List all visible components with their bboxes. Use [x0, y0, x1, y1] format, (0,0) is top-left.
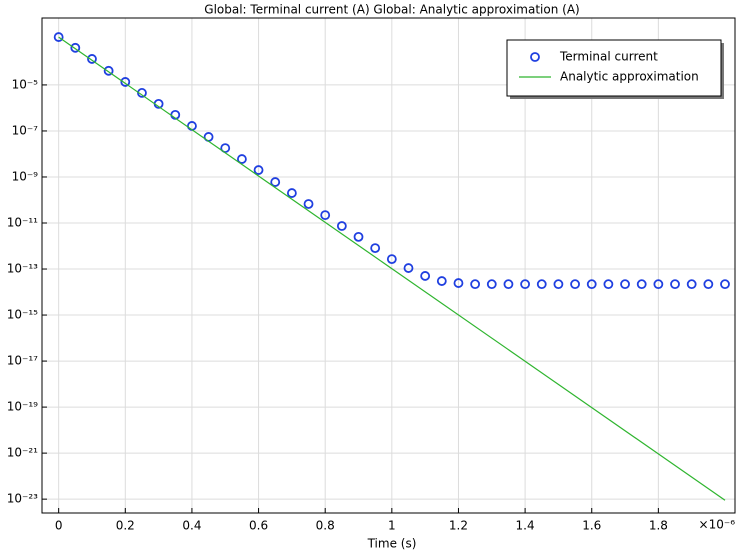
x-tick-label: 1.6	[582, 519, 601, 533]
point	[303, 199, 314, 209]
y-tick-label: 10⁻²³	[7, 492, 38, 506]
y-tick-label: 10⁻⁵	[12, 77, 39, 91]
point	[70, 42, 81, 53]
point	[370, 243, 381, 254]
point	[320, 210, 331, 221]
y-tick-label: 10⁻⁹	[12, 169, 39, 183]
y-tick-label: 10⁻¹¹	[7, 216, 38, 230]
line	[58, 36, 726, 501]
x-tick-label: 1.4	[516, 519, 535, 533]
point	[503, 279, 514, 290]
x-tick-label: 1.8	[649, 519, 668, 533]
point	[586, 279, 597, 290]
point	[470, 279, 481, 290]
point	[237, 154, 247, 164]
point	[120, 77, 131, 87]
point	[653, 279, 664, 290]
point	[270, 177, 281, 187]
y-tick-label: 10⁻¹⁷	[7, 354, 38, 368]
x-tick-label: 1	[388, 519, 396, 533]
point	[453, 278, 464, 288]
point	[703, 279, 714, 290]
x-tick-label: 1.2	[449, 519, 468, 533]
point	[420, 271, 431, 281]
y-tick-label: 10⁻¹³	[7, 262, 38, 276]
point	[536, 279, 547, 290]
y-tick-label: 10⁻²¹	[7, 446, 38, 460]
legend-label: Terminal current	[559, 50, 658, 64]
point	[620, 279, 630, 290]
y-tick-label: 10⁻¹⁵	[7, 308, 38, 322]
x-tick-label: 0.4	[182, 519, 201, 533]
point	[603, 279, 614, 290]
x-tick-label: 0.6	[249, 519, 268, 533]
point	[520, 279, 531, 290]
x-multiplier: ×10⁻⁶	[699, 518, 736, 532]
point	[87, 54, 97, 64]
legend-marker	[530, 52, 540, 62]
point	[403, 263, 414, 273]
x-tick-label: 0.2	[116, 519, 135, 533]
point	[220, 143, 231, 153]
y-tick-label: 10⁻¹⁹	[7, 400, 38, 414]
point	[286, 188, 297, 198]
point	[436, 276, 447, 286]
chart-title: Global: Terminal current (A) Global: Ana…	[204, 3, 579, 17]
legend	[506, 39, 722, 97]
point	[570, 279, 580, 290]
x-axis-label: Time (s)	[367, 537, 417, 551]
point	[720, 279, 730, 290]
point	[636, 279, 647, 290]
point	[53, 32, 64, 42]
point	[103, 65, 114, 76]
plot-frame	[41, 17, 736, 514]
point	[353, 231, 364, 242]
point	[253, 165, 264, 175]
point	[486, 279, 497, 290]
point	[686, 279, 697, 290]
x-tick-label: 0.8	[316, 519, 335, 533]
point	[553, 279, 564, 290]
x-tick-label: 0	[55, 519, 63, 533]
y-tick-label: 10⁻⁷	[12, 123, 39, 137]
point	[670, 279, 680, 290]
point	[386, 254, 397, 264]
legend-label: Analytic approximation	[560, 70, 699, 84]
point	[336, 221, 347, 231]
